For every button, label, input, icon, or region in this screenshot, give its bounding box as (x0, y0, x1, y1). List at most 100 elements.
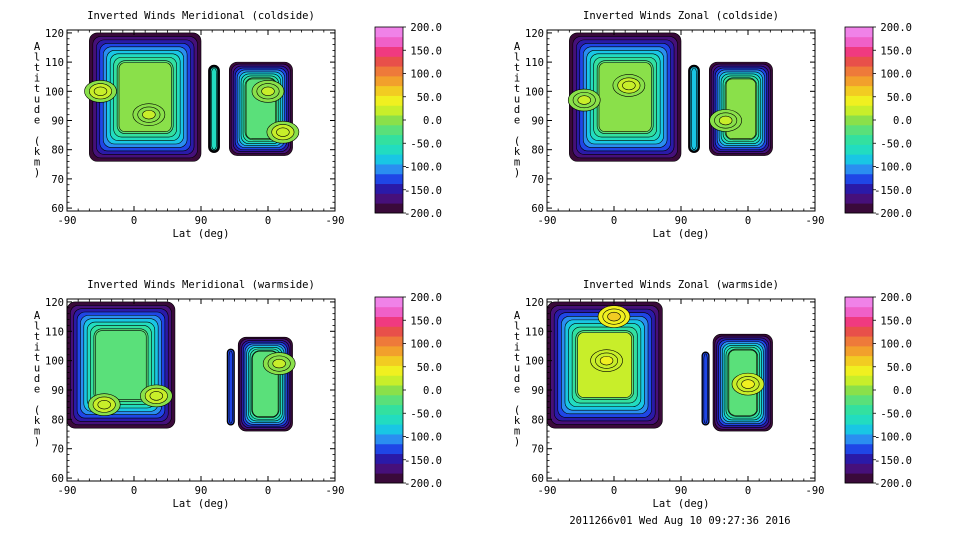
x-tick-label: 0 (265, 485, 271, 497)
contour-panel-3: Inverted Winds Meridional (warmside) 60 70… (34, 279, 442, 510)
contour-panel-2: Inverted Winds Zonal (coldside) 60 70 80 90 1… (514, 10, 912, 240)
y-tick-label: 100 (525, 86, 544, 98)
x-tick-label: 0 (745, 485, 751, 497)
colorbar-tick-label: 100.0 (880, 69, 912, 81)
x-tick-label: -90 (806, 485, 825, 497)
colorbar: 200.0 150.0 100.0 50.0 0.0 -50.0 -100.0 -150.0 -… (374, 292, 442, 490)
colorbar-segment (845, 27, 873, 38)
y-tick-label: 90 (531, 116, 544, 128)
colorbar-tick-label: -150.0 (404, 455, 442, 467)
colorbar-tick-label: -200.0 (874, 208, 912, 220)
colorbar-tick-label: -100.0 (874, 432, 912, 444)
colorbar-segment (845, 124, 873, 136)
colorbar-segment (375, 297, 403, 308)
x-axis-label: Lat (deg) (173, 228, 230, 240)
y-tick-label: 120 (525, 28, 544, 40)
colorbar-segment (845, 473, 873, 484)
y-tick-label: 60 (531, 203, 544, 215)
colorbar-tick-label: 150.0 (880, 315, 912, 327)
colorbar-tick-label: 200.0 (880, 292, 912, 304)
colorbar-segment (375, 164, 403, 175)
colorbar-tick-label: -100.0 (404, 432, 442, 444)
y-tick-label: 60 (51, 203, 64, 215)
y-tick-label: 100 (45, 86, 64, 98)
colorbar-tick-label: -200.0 (404, 208, 442, 220)
x-axis-label: Lat (deg) (653, 498, 710, 510)
y-tick-label: 100 (45, 356, 64, 368)
colorbar: 200.0 150.0 100.0 50.0 0.0 -50.0 -100.0 -150.0 -… (844, 292, 912, 490)
y-tick-label: 120 (525, 297, 544, 309)
colorbar-tick-label: 100.0 (880, 339, 912, 351)
colorbar-segment (375, 424, 403, 435)
colorbar-segment (375, 56, 403, 67)
colorbar-segment (845, 164, 873, 175)
contour-feature (590, 349, 623, 372)
data-region (701, 351, 710, 426)
colorbar-tick-label: 0.0 (423, 385, 442, 397)
colorbar-segment (845, 203, 873, 214)
colorbar-segment (845, 85, 873, 96)
y-tick-label: 110 (45, 326, 64, 338)
colorbar-tick-label: 200.0 (410, 292, 442, 304)
colorbar-segment (375, 183, 403, 194)
colorbar-tick-label: 50.0 (417, 92, 442, 104)
x-tick-label: -90 (326, 215, 345, 227)
colorbar-segment (375, 414, 403, 425)
colorbar-segment (845, 375, 873, 386)
colorbar-segment (375, 144, 403, 155)
y-tick-label: 90 (51, 385, 64, 397)
x-tick-label: 0 (611, 485, 617, 497)
colorbar-segment (845, 394, 873, 406)
x-tick-label: 90 (675, 485, 688, 497)
contour-feature (709, 109, 742, 132)
x-tick-label: 90 (675, 215, 688, 227)
colorbar-segment (375, 95, 403, 106)
colorbar-segment (845, 193, 873, 204)
x-axis-label: Lat (deg) (173, 498, 230, 510)
colorbar-tick-label: -50.0 (410, 138, 442, 150)
x-tick-label: 0 (131, 215, 137, 227)
colorbar-tick-label: -100.0 (874, 162, 912, 174)
colorbar-segment (375, 404, 403, 415)
colorbar-segment (375, 355, 403, 366)
colorbar-segment (375, 134, 403, 145)
chart-title: Inverted Winds Meridional (coldside) (87, 10, 315, 22)
y-tick-label: 80 (531, 145, 544, 157)
y-tick-label: 90 (531, 385, 544, 397)
colorbar-segment (845, 154, 873, 165)
contour-feature (612, 74, 646, 97)
x-tick-label: -90 (806, 215, 825, 227)
colorbar-segment (845, 463, 873, 474)
colorbar-tick-label: -50.0 (880, 408, 912, 420)
contour-feature (731, 372, 765, 396)
colorbar-tick-label: 150.0 (880, 45, 912, 57)
colorbar-segment (845, 115, 873, 126)
contour-feature (87, 393, 121, 416)
colorbar-segment (375, 345, 403, 357)
colorbar-tick-label: 200.0 (880, 22, 912, 34)
contour-feature (140, 384, 173, 408)
colorbar-segment (845, 345, 873, 357)
colorbar-segment (375, 66, 403, 77)
contour-feature (597, 305, 631, 328)
colorbar-segment (845, 434, 873, 445)
colorbar-segment (375, 316, 403, 327)
colorbar-segment (845, 173, 873, 185)
colorbar-tick-label: 50.0 (887, 362, 912, 374)
x-tick-label: 0 (131, 485, 137, 497)
colorbar-segment (375, 453, 403, 464)
x-tick-label: -90 (58, 215, 77, 227)
x-tick-label: 90 (195, 215, 208, 227)
chart-title: Inverted Winds Zonal (coldside) (583, 10, 779, 22)
colorbar-segment (845, 297, 873, 308)
y-tick-label: 60 (531, 473, 544, 485)
colorbar-segment (845, 453, 873, 464)
x-tick-label: -90 (326, 485, 345, 497)
colorbar-segment (845, 183, 873, 194)
y-tick-label: 70 (531, 174, 544, 186)
colorbar-segment (375, 336, 403, 347)
colorbar-tick-label: 150.0 (410, 315, 442, 327)
